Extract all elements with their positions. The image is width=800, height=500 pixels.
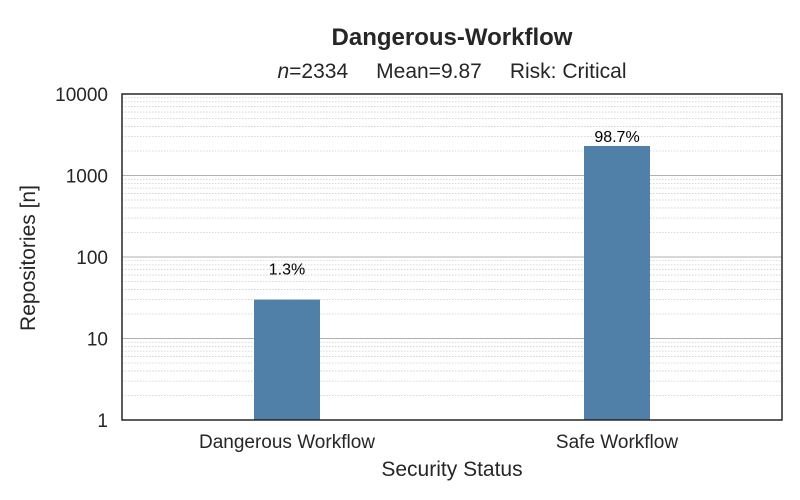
plot-frame (121, 93, 783, 421)
bar-data-label: 1.3% (269, 262, 305, 279)
chart-title: Dangerous-Workflow (332, 24, 573, 51)
x-axis-label: Security Status (381, 458, 522, 481)
bar (254, 299, 320, 420)
grid-lines (122, 97, 782, 396)
chart-subtitle: n=2334 Mean=9.87 Risk: Critical (277, 60, 626, 83)
y-axis-label: Repositories [n] (17, 185, 40, 331)
bar (584, 145, 650, 420)
y-tick-label: 1000 (66, 167, 108, 188)
y-axis-ticks: 1 10 100 1000 10000 (55, 85, 108, 432)
data-labels-group: 1.3% 98.7% (269, 129, 640, 279)
bars-group (254, 145, 650, 420)
x-axis-ticks: Dangerous Workflow Safe Workflow (199, 432, 678, 453)
subtitle-risk: Risk: Critical (510, 60, 627, 83)
subtitle-mean: Mean=9.87 (376, 60, 482, 83)
subtitle-n-value: =2334 (289, 60, 348, 83)
x-tick-label: Dangerous Workflow (199, 432, 375, 453)
subtitle-n-symbol: n (277, 60, 289, 83)
bar-data-label: 98.7% (594, 129, 639, 146)
y-tick-label: 1 (97, 411, 108, 432)
x-tick-label: Safe Workflow (556, 432, 678, 453)
y-tick-label: 100 (76, 248, 108, 269)
y-tick-label: 10 (87, 330, 108, 351)
y-tick-label: 10000 (55, 85, 108, 106)
